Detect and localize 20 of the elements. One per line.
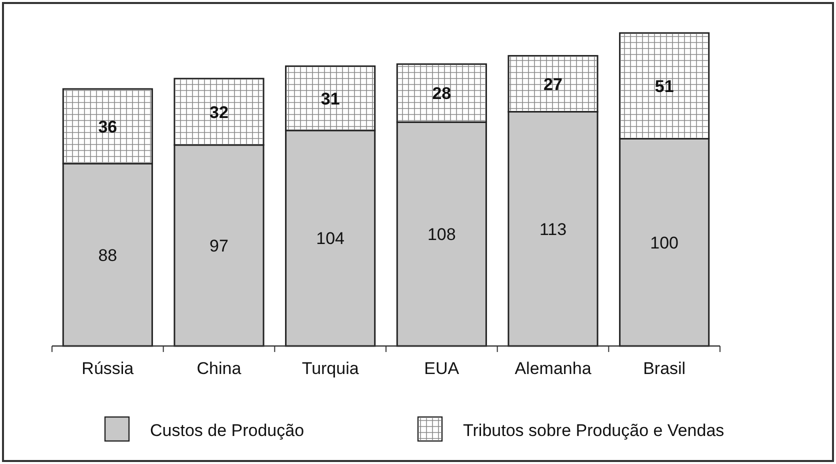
x-tick-label: Turquia [302, 359, 360, 378]
x-tick-label: Alemanha [514, 359, 592, 378]
data-label: 88 [98, 246, 118, 265]
data-label: 32 [210, 102, 228, 122]
x-tick-label: EUA [424, 359, 460, 378]
data-label: 28 [432, 84, 452, 104]
data-label: 97 [210, 236, 228, 256]
data-label: 113 [539, 220, 567, 239]
data-label: 104 [316, 229, 345, 248]
legend-label: Tributos sobre Produção e Vendas [463, 421, 724, 440]
x-tick-label: Brasil [643, 359, 686, 378]
data-label: 51 [654, 76, 674, 96]
data-label: 36 [98, 117, 118, 136]
data-label: 108 [427, 225, 456, 244]
data-label: 100 [650, 233, 679, 252]
data-label: 31 [320, 89, 340, 108]
x-tick-label: China [196, 359, 242, 378]
data-label: 27 [544, 74, 562, 94]
x-tick-label: Rússia [82, 359, 134, 378]
legend-label: Custos de Produção [150, 421, 304, 440]
